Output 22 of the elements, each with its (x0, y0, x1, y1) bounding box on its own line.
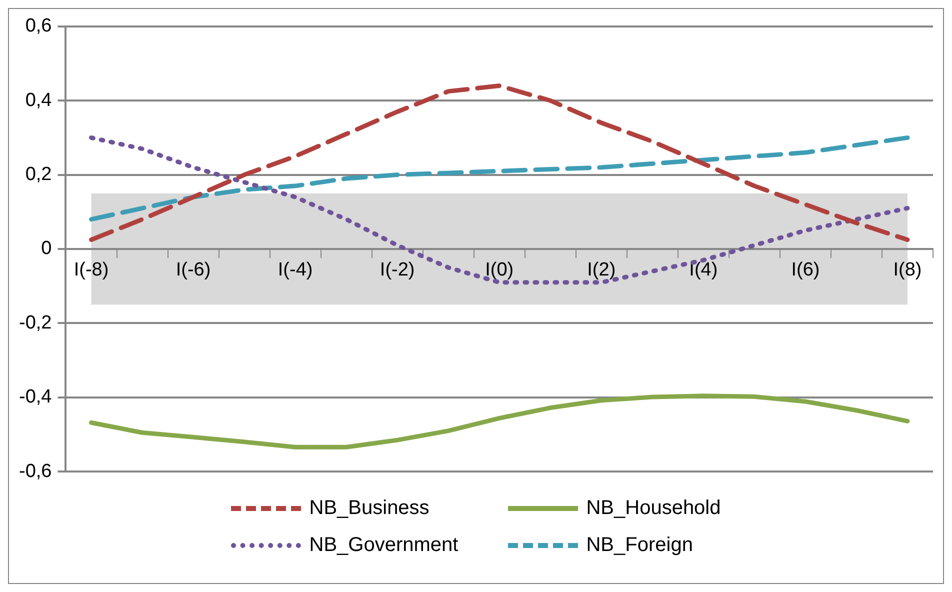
line-series (89, 84, 910, 242)
y-tick-label: -0,2 (18, 312, 52, 334)
legend-label: NB_Foreign (586, 534, 693, 557)
legend-label: NB_Business (309, 497, 430, 520)
legend-label: NB_Government (309, 534, 458, 557)
y-tick-label: 0,6 (25, 16, 52, 37)
x-tick-label: I(4) (689, 260, 718, 281)
x-tick-label: I(-6) (176, 260, 211, 281)
x-tick-label: I(6) (791, 260, 820, 281)
x-tick-label: I(8) (893, 260, 922, 281)
y-tick-label: -0,6 (18, 460, 52, 482)
x-tick-label: I(0) (485, 260, 514, 281)
y-tick-label: 0 (41, 238, 52, 260)
x-tick-label: I(-8) (74, 260, 109, 281)
y-tick-label: -0,4 (18, 386, 52, 408)
x-tick-label: I(-2) (380, 260, 415, 281)
x-tick-label: I(-4) (278, 260, 313, 281)
line-series (89, 135, 910, 222)
y-tick-label: 0,2 (25, 164, 52, 186)
x-tick-label: I(2) (587, 260, 616, 281)
y-tick-label: 0,4 (25, 90, 52, 111)
legend-label: NB_Household (586, 497, 721, 520)
